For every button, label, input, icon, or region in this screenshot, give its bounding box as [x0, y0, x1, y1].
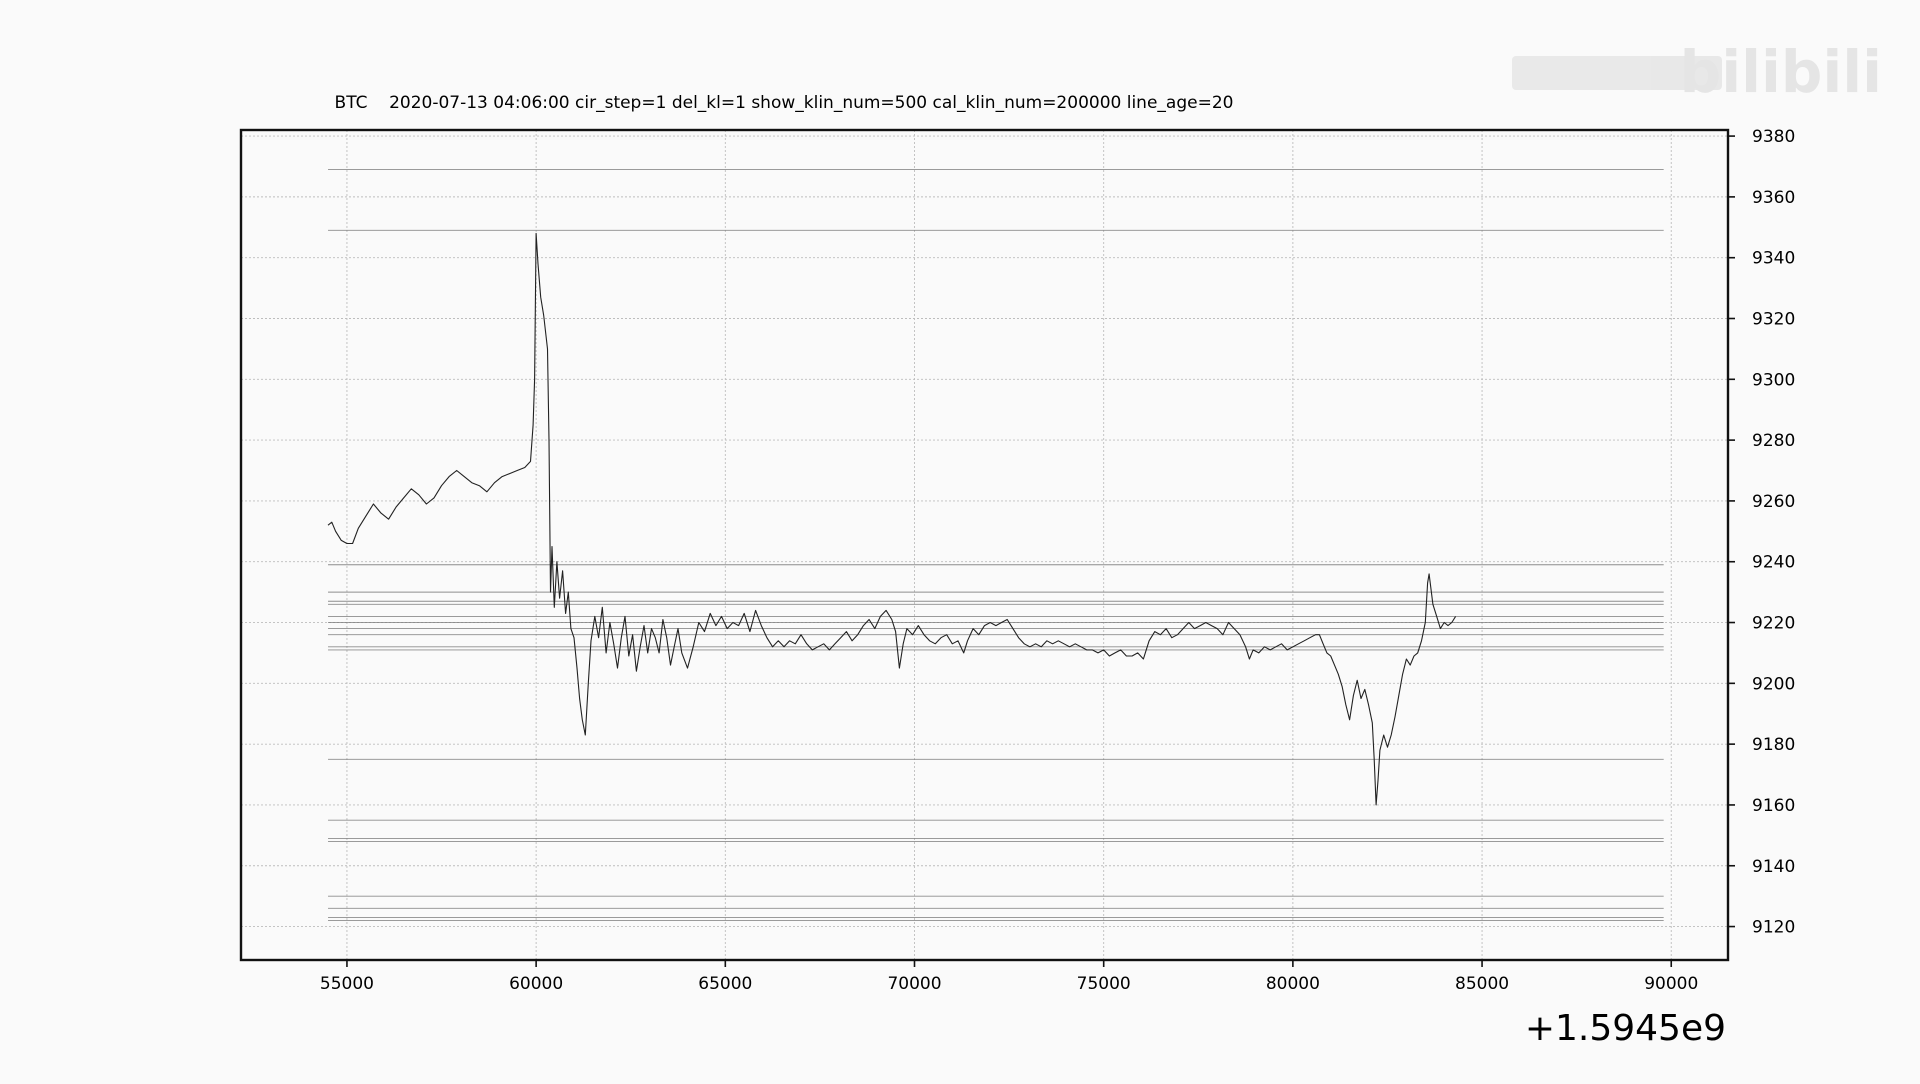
- x-offset-label: +1.5945e9: [1525, 1008, 1726, 1049]
- y-axis: 9120 9140 9160 9180 9200 9220 9240 9260 9280 9300…: [1728, 127, 1795, 938]
- y-tick-label: 9260: [1752, 492, 1795, 512]
- bilibili-watermark: bilibili: [1512, 38, 1882, 106]
- plot-frame: [239, 128, 1730, 962]
- x-tick-label: 60000: [509, 974, 563, 994]
- x-tick-label: 75000: [1077, 974, 1131, 994]
- y-tick-label: 9200: [1752, 674, 1795, 694]
- y-tick-label: 9280: [1752, 431, 1795, 451]
- y-tick-label: 9220: [1752, 614, 1795, 634]
- series-layer: [327, 232, 1457, 806]
- y-tick-label: 9160: [1752, 796, 1795, 816]
- y-tick-label: 9120: [1752, 918, 1795, 938]
- watermark-caption-block: [1512, 56, 1722, 90]
- grid-lines: [241, 130, 1728, 960]
- y-tick-label: 9360: [1752, 188, 1795, 208]
- y-tick-label: 9320: [1752, 309, 1795, 329]
- x-tick-label: 90000: [1644, 974, 1698, 994]
- watermark-logo-text: bilibili: [1680, 38, 1882, 106]
- y-tick-label: 9140: [1752, 857, 1795, 877]
- y-tick-label: 9180: [1752, 735, 1795, 755]
- x-tick-label: 80000: [1266, 974, 1320, 994]
- x-tick-label: 70000: [887, 974, 941, 994]
- y-tick-label: 9240: [1752, 553, 1795, 573]
- y-tick-label: 9300: [1752, 370, 1795, 390]
- x-tick-label: 55000: [320, 974, 374, 994]
- x-tick-label: 65000: [698, 974, 752, 994]
- chart-title: BTC 2020-07-13 04:06:00 cir_step=1 del_k…: [335, 93, 1234, 113]
- x-axis: 55000 60000 65000 70000 75000 80000 85000 90000: [320, 960, 1698, 994]
- x-tick-label: 85000: [1455, 974, 1509, 994]
- y-tick-label: 9380: [1752, 127, 1795, 147]
- y-tick-label: 9340: [1752, 249, 1795, 269]
- horizontal-levels: [328, 169, 1664, 921]
- price-series-line: [327, 232, 1457, 806]
